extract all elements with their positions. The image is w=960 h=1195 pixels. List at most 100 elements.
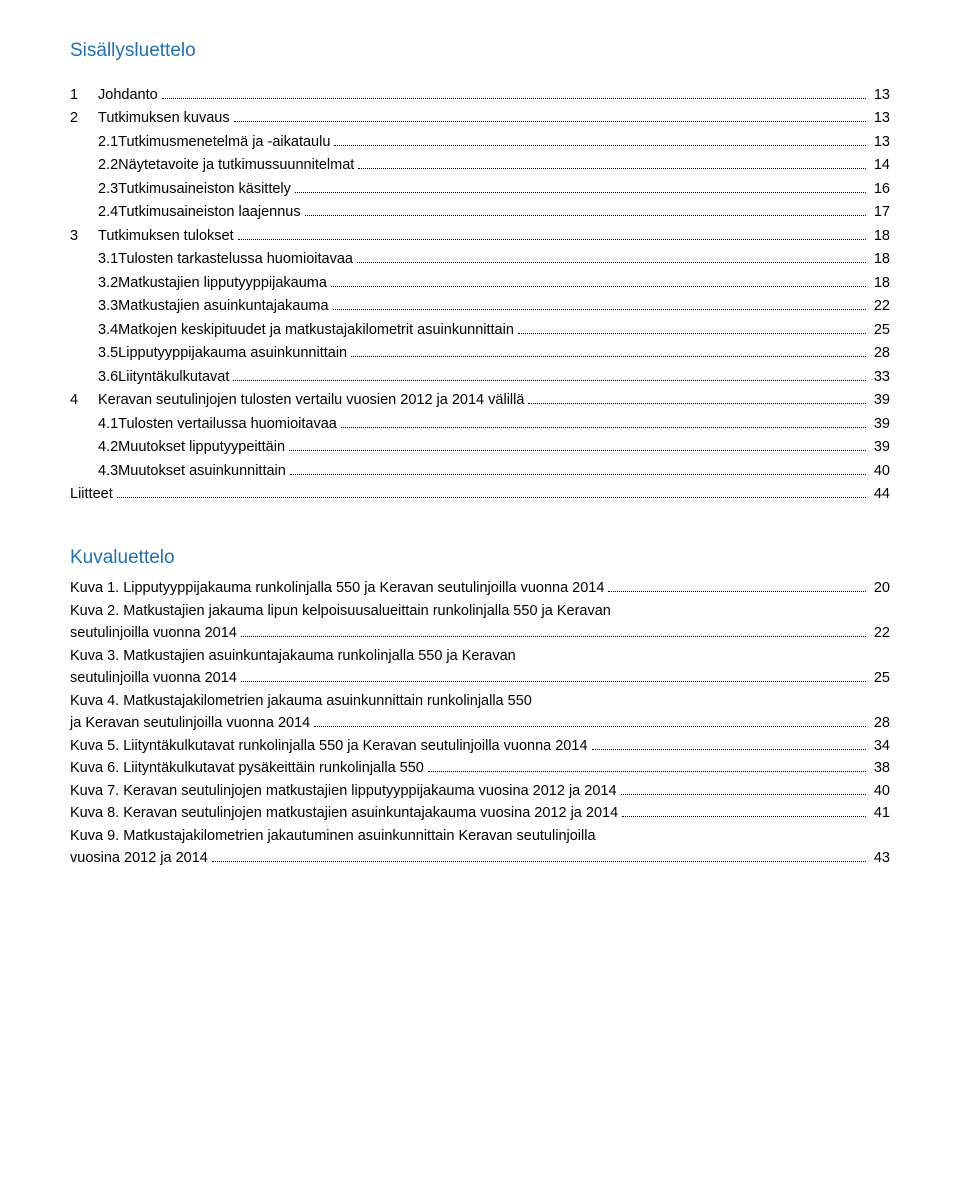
toc-page: 13 [870,107,890,129]
toc-row: 3.6Liityntäkulkutavat 33 [70,366,890,388]
toc-row: 3.4Matkojen keskipituudet ja matkustajak… [70,319,890,341]
toc-row: 2.4Tutkimusaineiston laajennus17 [70,201,890,223]
toc-label: Tutkimuksen tulokset [98,225,234,247]
kuva-label: seutulinjoilla vuonna 2014 [70,667,237,689]
toc-number: 2.3 [98,178,118,200]
toc-page: 17 [870,201,890,223]
kuva-label: ja Keravan seutulinjoilla vuonna 2014 [70,712,310,734]
dots [622,804,866,817]
kuva-row: vuosina 2012 ja 201443 [70,847,890,869]
dots [428,759,866,772]
kuva-row: seutulinjoilla vuonna 2014 25 [70,667,890,689]
toc-page: 40 [870,460,890,482]
dots [212,849,866,862]
kuva-row: seutulinjoilla vuonna 2014 22 [70,622,890,644]
dots [357,250,866,263]
dots [295,180,866,193]
toc-row: 2.2Näytetavoite ja tutkimussuunnitelmat 1… [70,154,890,176]
kuva-continuation: Kuva 3. Matkustajien asuinkuntajakauma r… [70,645,890,667]
toc-page: 39 [870,413,890,435]
kuva-row: Kuva 7. Keravan seutulinjojen matkustaji… [70,780,890,802]
toc-number: 1 [70,84,98,106]
dots [528,391,866,404]
kuva-list: Kuva 1. Lipputyyppijakauma runkolinjalla… [70,577,890,869]
kuva-row: Kuva 5. Liityntäkulkutavat runkolinjalla… [70,735,890,757]
kuva-page: 22 [870,622,890,644]
toc-label: Matkustajien asuinkuntajakauma [118,295,328,317]
toc-page: 14 [870,154,890,176]
toc-number: 2.2 [98,154,118,176]
toc-number: 3.4 [98,319,118,341]
dots [117,485,866,498]
toc-label: Matkustajien lipputyyppijakauma [118,272,327,294]
dots [608,579,866,592]
toc-label: Muutokset lipputyypeittäin [118,436,285,458]
dots [351,344,866,357]
toc-row: 3.2Matkustajien lipputyyppijakauma18 [70,272,890,294]
kuva-page: 41 [870,802,890,824]
dots [238,227,866,240]
toc-number: 3.3 [98,295,118,317]
kuva-label: seutulinjoilla vuonna 2014 [70,622,237,644]
dots [162,86,866,99]
toc-label: Keravan seutulinjojen tulosten vertailu … [98,389,524,411]
dots [331,274,866,287]
toc-page: 16 [870,178,890,200]
toc-page: 33 [870,366,890,388]
dots [334,133,866,146]
kuva-page: 40 [870,780,890,802]
toc-page: 18 [870,248,890,270]
dots [333,297,866,310]
toc-row: 4.1Tulosten vertailussa huomioitavaa 39 [70,413,890,435]
kuva-row: Kuva 6. Liityntäkulkutavat pysäkeittäin … [70,757,890,779]
toc-list: 1Johdanto132Tutkimuksen kuvaus132.1Tutki… [70,84,890,482]
kuva-continuation: Kuva 2. Matkustajien jakauma lipun kelpo… [70,600,890,622]
dots [289,438,866,451]
kuva-page: 28 [870,712,890,734]
toc-label: Tutkimusaineiston käsittely [118,178,291,200]
toc-number: 4.3 [98,460,118,482]
toc-label: Tutkimusmenetelmä ja -aikataulu [118,131,330,153]
kuva-page: 38 [870,757,890,779]
toc-number: 3.6 [98,366,118,388]
toc-label: Tulosten tarkastelussa huomioitavaa [118,248,353,270]
toc-label: Matkojen keskipituudet ja matkustajakilo… [118,319,514,341]
toc-number: 4.1 [98,413,118,435]
dots [241,669,866,682]
toc-label: Tutkimuksen kuvaus [98,107,230,129]
kuva-page: 34 [870,735,890,757]
toc-number: 3.5 [98,342,118,364]
dots [621,782,866,795]
toc-number: 4 [70,389,98,411]
kuva-page: 20 [870,577,890,599]
toc-row: 4.2Muutokset lipputyypeittäin 39 [70,436,890,458]
toc-page: 18 [870,225,890,247]
toc-row: 3.3Matkustajien asuinkuntajakauma22 [70,295,890,317]
toc-page: 28 [870,342,890,364]
toc-label: Johdanto [98,84,158,106]
dots [341,415,866,428]
toc-number: 4.2 [98,436,118,458]
dots [314,714,866,727]
dots [290,461,866,474]
kuva-continuation: Kuva 9. Matkustajakilometrien jakautumin… [70,825,890,847]
toc-label: Liityntäkulkutavat [118,366,229,388]
kuva-page: 25 [870,667,890,689]
kuva-row: ja Keravan seutulinjoilla vuonna 2014 28 [70,712,890,734]
toc-label: Näytetavoite ja tutkimussuunnitelmat [118,154,354,176]
toc-number: 3 [70,225,98,247]
toc-label: Tulosten vertailussa huomioitavaa [118,413,337,435]
toc-page: 13 [870,84,890,106]
dots [592,737,866,750]
kuva-label: Kuva 7. Keravan seutulinjojen matkustaji… [70,780,617,802]
dots [358,156,866,169]
toc-number: 3.2 [98,272,118,294]
toc-row: 2.3Tutkimusaineiston käsittely 16 [70,178,890,200]
toc-page: 39 [870,436,890,458]
toc-row: 2Tutkimuksen kuvaus13 [70,107,890,129]
toc-number: 3.1 [98,248,118,270]
toc-row: 1Johdanto 13 [70,84,890,106]
toc-page: 13 [870,131,890,153]
kuvaluettelo-title: Kuvaluettelo [70,547,890,569]
toc-page: 39 [870,389,890,411]
